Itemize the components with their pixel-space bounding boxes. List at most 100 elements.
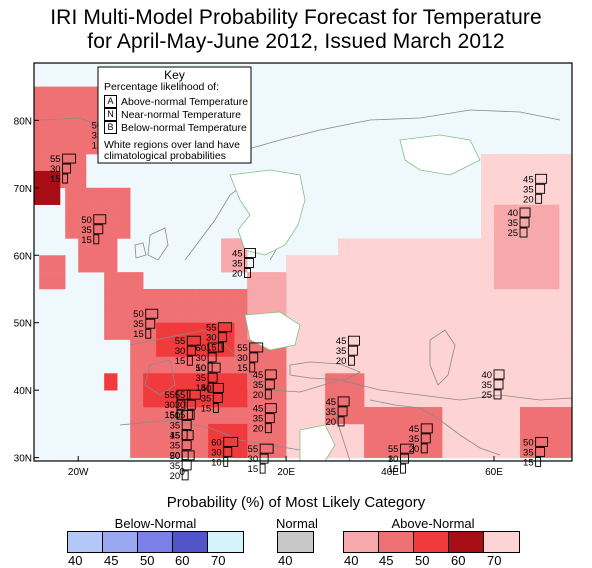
prob-cell	[533, 288, 547, 307]
prob-cell	[338, 288, 352, 307]
prob-cell	[143, 390, 157, 408]
prob-cell	[221, 288, 235, 307]
prob-cell	[481, 238, 495, 256]
prob-cell	[46, 154, 61, 172]
prob-cell	[403, 423, 417, 442]
prob-cell	[182, 305, 196, 324]
marker-bar	[62, 173, 69, 184]
prob-cell	[247, 272, 261, 290]
prob-cell	[46, 103, 61, 121]
prob-cell	[546, 255, 560, 273]
marker-bar	[223, 456, 229, 467]
marker-value: 35	[133, 319, 144, 330]
prob-cell	[312, 255, 326, 273]
prob-cell	[156, 356, 170, 374]
prob-cell	[104, 187, 118, 205]
prob-cell	[169, 339, 183, 357]
prob-cell	[377, 272, 391, 290]
prob-cell	[312, 322, 326, 340]
prob-cell	[533, 373, 547, 391]
prob-cell	[390, 339, 404, 357]
legend-below-swatches	[67, 531, 244, 553]
prob-cell	[182, 339, 196, 357]
prob-cell	[364, 255, 378, 273]
prob-cell	[481, 154, 495, 172]
prob-cell	[286, 423, 300, 442]
prob-cell	[429, 440, 443, 458]
prob-cell	[143, 440, 157, 458]
prob-cell	[59, 86, 74, 104]
prob-cell	[481, 255, 495, 273]
prob-cell	[312, 373, 326, 391]
prob-cell	[351, 238, 365, 256]
key-subheading: Percentage likelihood of:	[104, 81, 219, 93]
prob-cell	[507, 407, 521, 425]
legend-below-label: Below-Normal	[114, 516, 197, 531]
prob-cell	[72, 170, 87, 189]
prob-cell	[325, 305, 339, 324]
prob-cell	[273, 272, 287, 290]
prob-cell	[364, 305, 378, 324]
prob-cell	[507, 322, 521, 340]
prob-cell	[507, 356, 521, 374]
prob-cell	[338, 255, 352, 273]
marker-bar	[264, 413, 275, 424]
prob-cell	[182, 373, 196, 391]
prob-cell	[468, 356, 482, 374]
marker-bar	[186, 389, 201, 400]
prob-cell	[494, 170, 508, 189]
prob-cell	[312, 339, 326, 357]
prob-cell	[85, 86, 100, 104]
prob-cell	[429, 305, 443, 324]
prob-cell	[78, 187, 92, 205]
key-row-above: A Above-normal Temperature	[104, 95, 248, 108]
key-box	[97, 66, 252, 164]
prob-cell	[364, 339, 378, 357]
prob-cell	[455, 339, 469, 357]
prob-cell	[559, 423, 572, 442]
marker-bar	[181, 419, 192, 430]
marker-bar	[244, 258, 254, 268]
prob-cell	[286, 255, 300, 273]
prob-cell	[429, 339, 443, 357]
marker-bar	[207, 352, 217, 363]
prob-cell	[221, 356, 235, 374]
prob-cell	[468, 440, 482, 458]
prob-cell	[195, 356, 209, 374]
prob-cell	[377, 373, 391, 391]
prob-cell	[273, 440, 287, 458]
marker-value: 20	[336, 356, 347, 367]
prob-cell	[338, 238, 352, 256]
prob-cell	[65, 204, 79, 222]
marker-value: 15	[92, 140, 103, 151]
marker-bar	[212, 392, 223, 403]
prob-cell	[117, 288, 131, 307]
prob-cell	[364, 373, 378, 391]
prob-cell	[325, 322, 339, 340]
prob-cell	[78, 238, 92, 256]
prob-cell	[312, 407, 326, 425]
prob-cell	[364, 356, 378, 374]
legend-below-tick-50: 50	[140, 553, 155, 568]
marker-value: 45	[170, 431, 181, 442]
marker-value: 50	[170, 410, 181, 421]
legend-below-tick-45: 45	[104, 553, 119, 568]
prob-cell	[403, 255, 417, 273]
prob-cell	[130, 288, 144, 307]
lat-label: 70N	[14, 184, 32, 195]
prob-cell	[468, 322, 482, 340]
prob-cell	[377, 356, 391, 374]
prob-cell	[455, 238, 469, 256]
prob-cell	[377, 238, 391, 256]
marker-bar	[264, 379, 275, 390]
marker-value: 55	[248, 444, 259, 455]
prob-cell	[520, 255, 534, 273]
prob-cell	[429, 356, 443, 374]
prob-cell	[273, 288, 287, 307]
prob-cell	[468, 305, 482, 324]
prob-cell	[455, 356, 469, 374]
marker-bar	[337, 406, 348, 417]
